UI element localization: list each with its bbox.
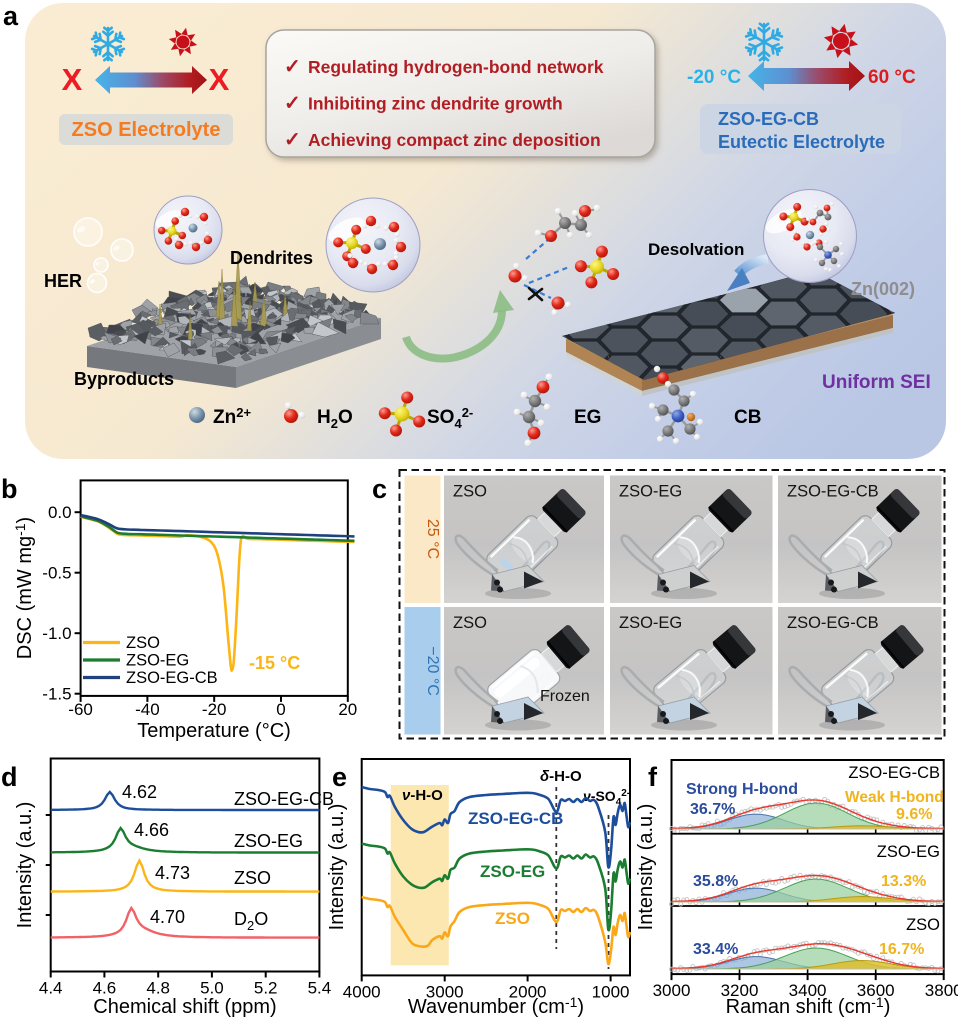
svg-text:ZSO-EG-CB: ZSO-EG-CB	[787, 483, 879, 501]
svg-text:Wavenumber (cm-1): Wavenumber (cm-1)	[408, 994, 584, 1018]
svg-text:Achieving compact zinc deposit: Achieving compact zinc deposition	[308, 130, 601, 150]
svg-text:Frozen: Frozen	[540, 688, 590, 705]
svg-text:ZSO-EG: ZSO-EG	[619, 483, 682, 501]
svg-text:Dendrites: Dendrites	[230, 248, 313, 268]
svg-text:ZSO: ZSO	[234, 868, 271, 888]
svg-text:c: c	[372, 474, 387, 504]
svg-text:✓: ✓	[284, 129, 301, 151]
svg-text:-1.0: -1.0	[42, 624, 71, 643]
svg-text:X: X	[209, 62, 230, 97]
svg-text:✓: ✓	[284, 93, 301, 115]
svg-text:-15 °C: -15 °C	[249, 653, 300, 673]
svg-text:Temperature (°C): Temperature (°C)	[137, 720, 291, 742]
svg-text:5.2: 5.2	[254, 979, 278, 998]
svg-text:b: b	[1, 474, 18, 504]
svg-text:ZSO-EG-CB: ZSO-EG-CB	[718, 109, 819, 129]
svg-text:ZSO-EG-CB: ZSO-EG-CB	[468, 809, 563, 828]
svg-text:Uniform SEI: Uniform SEI	[822, 372, 931, 393]
svg-text:-20: -20	[202, 700, 227, 719]
svg-text:ZSO-EG-CB: ZSO-EG-CB	[787, 614, 879, 632]
svg-text:D2O: D2O	[234, 909, 268, 933]
svg-text:-1.5: -1.5	[42, 685, 71, 704]
svg-text:ZSO-EG: ZSO-EG	[126, 652, 189, 670]
svg-text:Raman shift (cm-1): Raman shift (cm-1)	[726, 994, 891, 1018]
svg-text:5.0: 5.0	[200, 979, 224, 998]
svg-text:ZSO: ZSO	[126, 634, 160, 652]
svg-text:−20 °C: −20 °C	[424, 646, 441, 696]
svg-text:Regulating hydrogen-bond netwo: Regulating hydrogen-bond network	[308, 57, 604, 77]
svg-text:EG: EG	[574, 407, 601, 428]
svg-text:36.7%: 36.7%	[690, 801, 735, 818]
svg-text:ZSO-EG-CB: ZSO-EG-CB	[126, 669, 218, 687]
svg-text:-0.5: -0.5	[42, 564, 71, 583]
svg-text:Eutectic Electrolyte: Eutectic Electrolyte	[718, 132, 885, 152]
svg-text:4.66: 4.66	[134, 820, 169, 840]
svg-text:33.4%: 33.4%	[693, 941, 738, 958]
svg-text:0.0: 0.0	[48, 503, 72, 522]
svg-text:Chemical shift (ppm): Chemical shift (ppm)	[93, 996, 276, 1018]
svg-text:-60: -60	[68, 700, 93, 719]
svg-text:X: X	[62, 62, 83, 97]
svg-text:ZSO-EG: ZSO-EG	[480, 862, 545, 881]
svg-text:Zn(002): Zn(002)	[851, 279, 915, 299]
svg-text:5.4: 5.4	[308, 979, 332, 998]
svg-text:ZSO-EG: ZSO-EG	[877, 843, 940, 861]
svg-text:a: a	[3, 1, 19, 31]
svg-text:ZSO-EG-CB: ZSO-EG-CB	[848, 764, 940, 782]
svg-text:DSC (mW mg-1): DSC (mW mg-1)	[12, 517, 36, 659]
svg-text:Byproducts: Byproducts	[74, 369, 174, 389]
svg-text:HER: HER	[44, 271, 82, 291]
svg-text:4.70: 4.70	[150, 907, 185, 927]
svg-text:-40: -40	[135, 700, 160, 719]
svg-text:ZSO: ZSO	[453, 614, 487, 632]
svg-text:4.8: 4.8	[146, 979, 170, 998]
svg-text:ZSO: ZSO	[906, 916, 940, 934]
svg-text:ZSO: ZSO	[495, 909, 530, 928]
svg-text:ν-H-O: ν-H-O	[402, 787, 443, 804]
svg-text:-20 °C: -20 °C	[687, 67, 741, 88]
svg-text:4000: 4000	[343, 982, 381, 1001]
svg-text:4.73: 4.73	[155, 863, 190, 883]
svg-text:Intensity (a.u.): Intensity (a.u.)	[14, 802, 36, 929]
svg-text:3000: 3000	[653, 981, 691, 1000]
svg-text:Intensity (a.u.): Intensity (a.u.)	[326, 804, 348, 931]
svg-text:δ-H-O: δ-H-O	[540, 768, 582, 785]
svg-text:60 °C: 60 °C	[868, 67, 916, 88]
svg-text:0: 0	[276, 700, 285, 719]
svg-text:13.3%: 13.3%	[881, 873, 926, 890]
svg-text:ZSO-EG-CB: ZSO-EG-CB	[234, 789, 334, 809]
svg-text:3800: 3800	[925, 981, 958, 1000]
svg-text:Inhibiting zinc dendrite growt: Inhibiting zinc dendrite growth	[308, 94, 563, 114]
svg-text:ZSO-EG: ZSO-EG	[619, 614, 682, 632]
svg-text:✓: ✓	[284, 56, 301, 78]
svg-text:ZSO: ZSO	[453, 483, 487, 501]
svg-text:Intensity (a.u.): Intensity (a.u.)	[635, 804, 657, 931]
svg-text:d: d	[1, 762, 18, 792]
svg-text:ZSO Electrolyte: ZSO Electrolyte	[72, 119, 221, 141]
svg-text:35.8%: 35.8%	[693, 873, 738, 890]
svg-text:25 °C: 25 °C	[424, 519, 441, 559]
svg-text:Desolvation: Desolvation	[648, 240, 744, 259]
svg-text:e: e	[332, 762, 347, 792]
svg-text:16.7%: 16.7%	[879, 941, 924, 958]
svg-text:9.6%: 9.6%	[896, 806, 932, 823]
svg-text:CB: CB	[734, 407, 761, 428]
svg-text:4.6: 4.6	[93, 979, 117, 998]
svg-text:20: 20	[338, 700, 357, 719]
svg-text:1000: 1000	[592, 982, 630, 1001]
svg-text:4.4: 4.4	[39, 979, 63, 998]
svg-text:Weak H-bond: Weak H-bond	[845, 789, 944, 806]
svg-text:4.62: 4.62	[122, 782, 157, 802]
svg-text:f: f	[648, 762, 658, 792]
svg-text:ZSO-EG: ZSO-EG	[234, 831, 303, 851]
svg-text:Strong H-bond: Strong H-bond	[686, 781, 798, 798]
